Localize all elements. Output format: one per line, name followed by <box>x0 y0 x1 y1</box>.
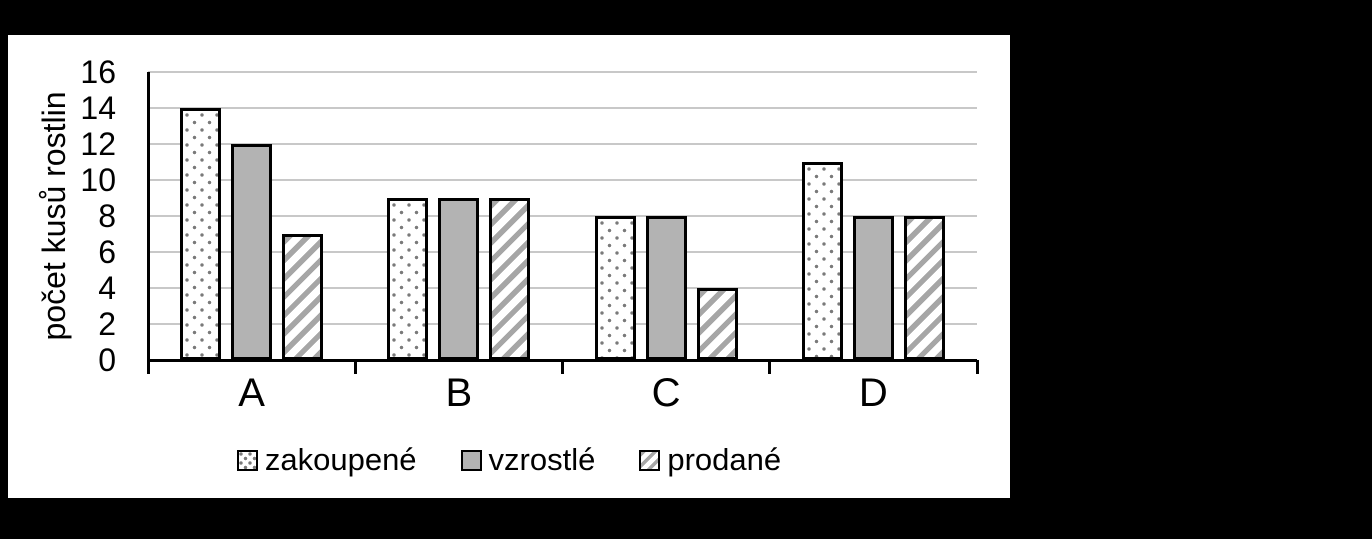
plot-area <box>146 71 979 374</box>
y-tick-label: 4 <box>98 270 116 306</box>
x-axis-tick <box>768 360 772 374</box>
y-tick-label: 2 <box>98 306 116 342</box>
y-axis-line <box>146 72 150 374</box>
legend-label: prodané <box>667 442 782 477</box>
legend-swatch-stripes-icon <box>639 449 661 471</box>
gridline <box>148 179 977 181</box>
y-tick-label: 8 <box>98 198 116 234</box>
bar-vzrostlé-D <box>852 216 894 360</box>
category-label-B: B <box>445 371 473 415</box>
category-label-D: D <box>858 371 888 415</box>
bar-prodané-D <box>903 216 945 360</box>
y-tick-label: 6 <box>98 234 116 270</box>
x-axis-tick <box>561 360 564 374</box>
bar-vzrostlé-B <box>438 198 480 360</box>
gridline <box>148 215 977 217</box>
bar-prodané-A <box>282 234 324 360</box>
legend-item-prodané: prodané <box>639 443 781 477</box>
legend-item-vzrostlé: vzrostlé <box>460 442 596 477</box>
legend-swatch-solid-icon <box>460 449 482 471</box>
y-tick-label: 16 <box>80 54 116 90</box>
legend-item-zakoupené: zakoupené <box>236 442 417 477</box>
legend-label: vzrostlé <box>488 442 596 477</box>
y-tick-label: 0 <box>98 342 116 378</box>
legend: zakoupené vzrostlé prodané <box>8 443 1010 477</box>
bar-vzrostlé-C <box>645 216 687 360</box>
bar-vzrostlé-A <box>231 144 273 360</box>
gridline <box>148 71 977 73</box>
y-tick-label: 14 <box>80 90 116 126</box>
gridline <box>148 323 977 325</box>
bar-zakoupené-D <box>801 162 843 360</box>
gridline <box>148 107 977 109</box>
gridline <box>148 287 977 289</box>
legend-label: zakoupené <box>264 442 417 477</box>
x-axis-tick <box>353 360 357 374</box>
legend-swatch-dots-icon <box>236 449 258 471</box>
y-tick-labels: 0 2 4 6 8 10 12 14 16 <box>8 56 116 376</box>
category-labels: A B C D <box>148 371 977 415</box>
gridline <box>148 251 977 253</box>
bar-zakoupené-A <box>180 108 222 360</box>
bar-prodané-C <box>696 288 738 360</box>
x-axis-tick <box>975 360 979 374</box>
category-label-A: A <box>238 371 265 415</box>
bar-zakoupené-C <box>594 216 636 360</box>
bar-zakoupené-B <box>387 198 429 360</box>
bar-prodané-B <box>489 198 531 360</box>
gridline <box>148 143 977 145</box>
y-tick-label: 12 <box>80 126 116 162</box>
category-label-C: C <box>651 371 681 415</box>
y-tick-label: 10 <box>80 162 116 198</box>
